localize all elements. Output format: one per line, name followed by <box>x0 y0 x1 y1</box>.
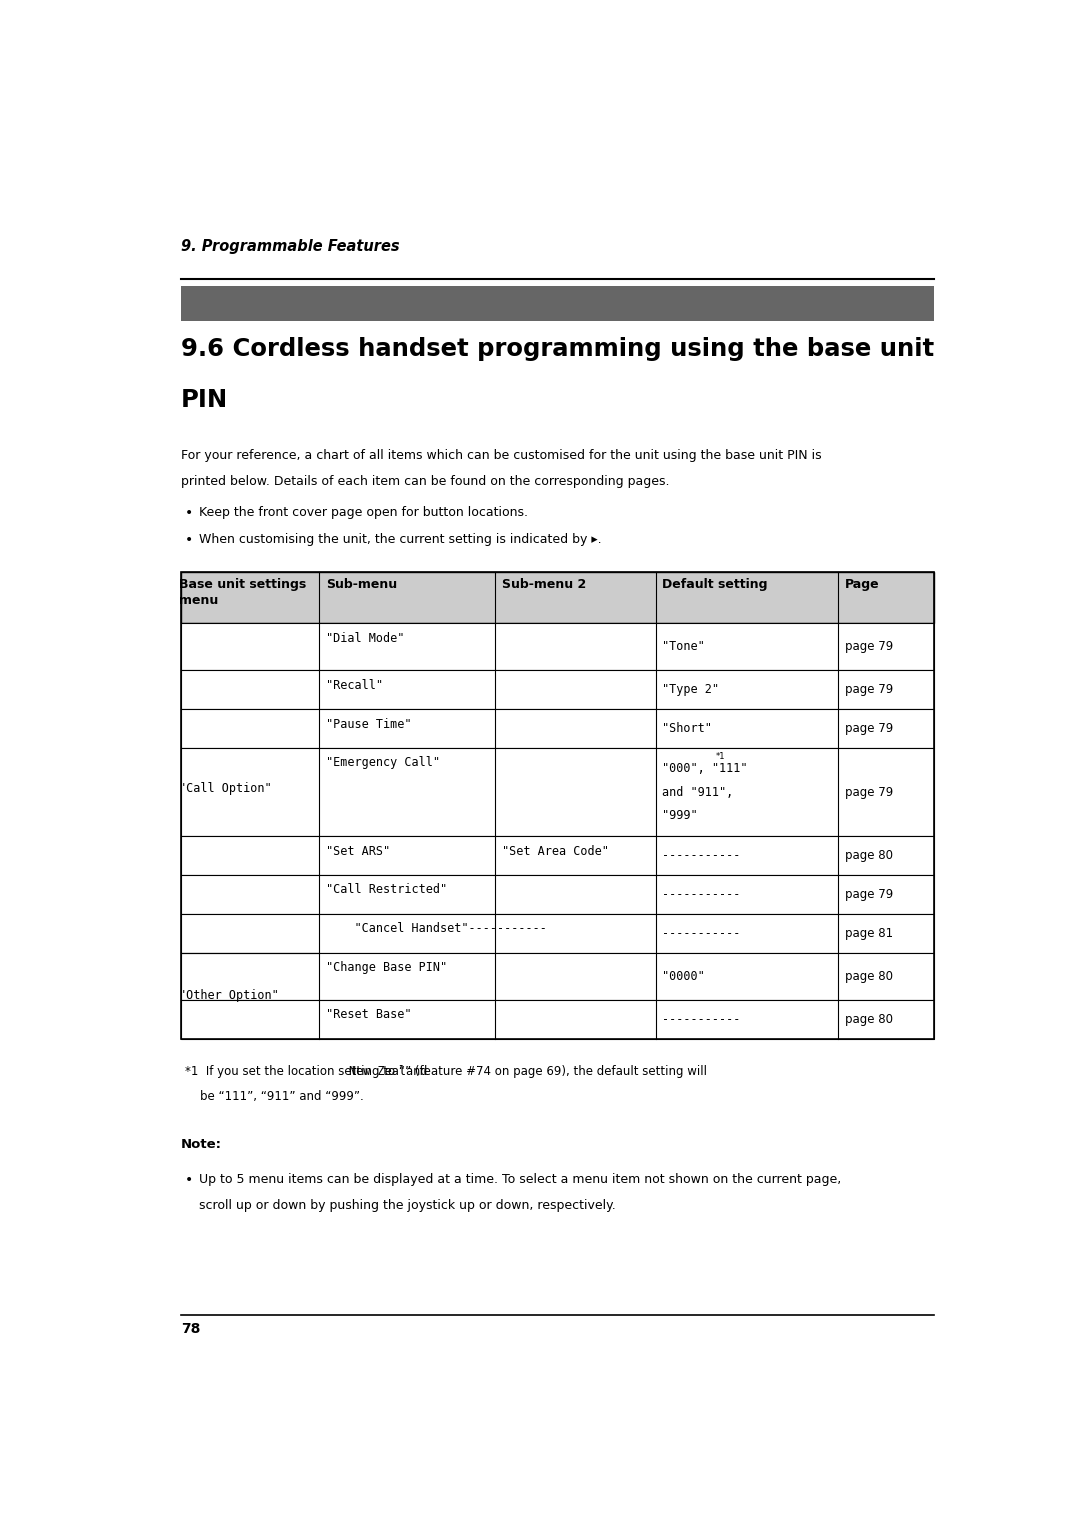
Text: "Call Option": "Call Option" <box>179 782 272 795</box>
Bar <box>181 623 934 671</box>
Text: 9. Programmable Features: 9. Programmable Features <box>181 238 400 254</box>
Text: New Zealand: New Zealand <box>349 1065 428 1077</box>
Text: Note:: Note: <box>181 1137 222 1151</box>
Text: "Change Base PIN": "Change Base PIN" <box>326 961 447 973</box>
Text: be “111”, “911” and “999”.: be “111”, “911” and “999”. <box>186 1091 364 1103</box>
Text: "Emergency Call": "Emergency Call" <box>326 756 440 769</box>
Text: PIN: PIN <box>181 388 228 413</box>
Text: ” (feature #74 on page 69), the default setting will: ” (feature #74 on page 69), the default … <box>405 1065 706 1077</box>
Bar <box>181 914 934 953</box>
Text: "0000": "0000" <box>662 970 705 983</box>
Text: •: • <box>186 506 193 520</box>
Text: "Set Area Code": "Set Area Code" <box>501 845 608 857</box>
Bar <box>181 671 934 709</box>
Text: "Cancel Handset"-----------: "Cancel Handset"----------- <box>326 923 546 935</box>
Text: Base unit settings
menu: Base unit settings menu <box>179 578 307 607</box>
Bar <box>181 953 934 999</box>
Text: "Other Option": "Other Option" <box>179 989 279 1002</box>
Bar <box>181 571 934 623</box>
Bar <box>181 749 934 836</box>
Text: "Pause Time": "Pause Time" <box>326 718 411 730</box>
Text: *1  If you set the location setting to “: *1 If you set the location setting to “ <box>186 1065 405 1077</box>
Text: *1: *1 <box>716 752 725 761</box>
Bar <box>181 571 934 1039</box>
Text: When customising the unit, the current setting is indicated by ▸.: When customising the unit, the current s… <box>200 533 602 545</box>
Text: Default setting: Default setting <box>662 578 768 590</box>
Text: Sub-menu 2: Sub-menu 2 <box>501 578 585 590</box>
Text: "000", "111": "000", "111" <box>662 762 747 775</box>
Bar <box>181 876 934 914</box>
Text: page 80: page 80 <box>845 1013 893 1025</box>
Bar <box>181 709 934 749</box>
Text: Keep the front cover page open for button locations.: Keep the front cover page open for butto… <box>200 506 528 518</box>
Text: page 79: page 79 <box>845 723 893 735</box>
Text: printed below. Details of each item can be found on the corresponding pages.: printed below. Details of each item can … <box>181 475 670 487</box>
Text: "Recall": "Recall" <box>326 678 382 692</box>
Text: page 79: page 79 <box>845 683 893 697</box>
Text: page 79: page 79 <box>845 785 893 799</box>
Text: "Set ARS": "Set ARS" <box>326 845 390 857</box>
Text: page 79: page 79 <box>845 640 893 654</box>
Bar <box>181 571 934 623</box>
Text: page 81: page 81 <box>845 927 893 940</box>
Text: Page: Page <box>845 578 879 590</box>
Text: •: • <box>186 533 193 547</box>
Bar <box>181 286 934 321</box>
Text: 78: 78 <box>181 1322 201 1337</box>
Text: -----------: ----------- <box>662 850 741 862</box>
Text: "Call Restricted": "Call Restricted" <box>326 883 447 897</box>
Text: Sub-menu: Sub-menu <box>326 578 397 590</box>
Text: page 79: page 79 <box>845 888 893 902</box>
Text: -----------: ----------- <box>662 1013 741 1025</box>
Text: page 80: page 80 <box>845 970 893 983</box>
Text: For your reference, a chart of all items which can be customised for the unit us: For your reference, a chart of all items… <box>181 449 822 463</box>
Text: page 80: page 80 <box>845 850 893 862</box>
Bar <box>181 999 934 1039</box>
Text: -----------: ----------- <box>662 888 741 902</box>
Text: Up to 5 menu items can be displayed at a time. To select a menu item not shown o: Up to 5 menu items can be displayed at a… <box>200 1174 841 1186</box>
Text: "Type 2": "Type 2" <box>662 683 719 697</box>
Text: and "911",: and "911", <box>662 785 733 799</box>
Text: -----------: ----------- <box>662 927 741 940</box>
Text: "Short": "Short" <box>662 723 712 735</box>
Text: "Dial Mode": "Dial Mode" <box>326 631 404 645</box>
Text: "999": "999" <box>662 810 698 822</box>
Text: 9.6 Cordless handset programming using the base unit: 9.6 Cordless handset programming using t… <box>181 338 934 362</box>
Text: "Tone": "Tone" <box>662 640 705 654</box>
Text: •: • <box>186 1174 193 1187</box>
Text: scroll up or down by pushing the joystick up or down, respectively.: scroll up or down by pushing the joystic… <box>200 1199 617 1212</box>
Text: "Reset Base": "Reset Base" <box>326 1008 411 1021</box>
Bar <box>181 836 934 876</box>
